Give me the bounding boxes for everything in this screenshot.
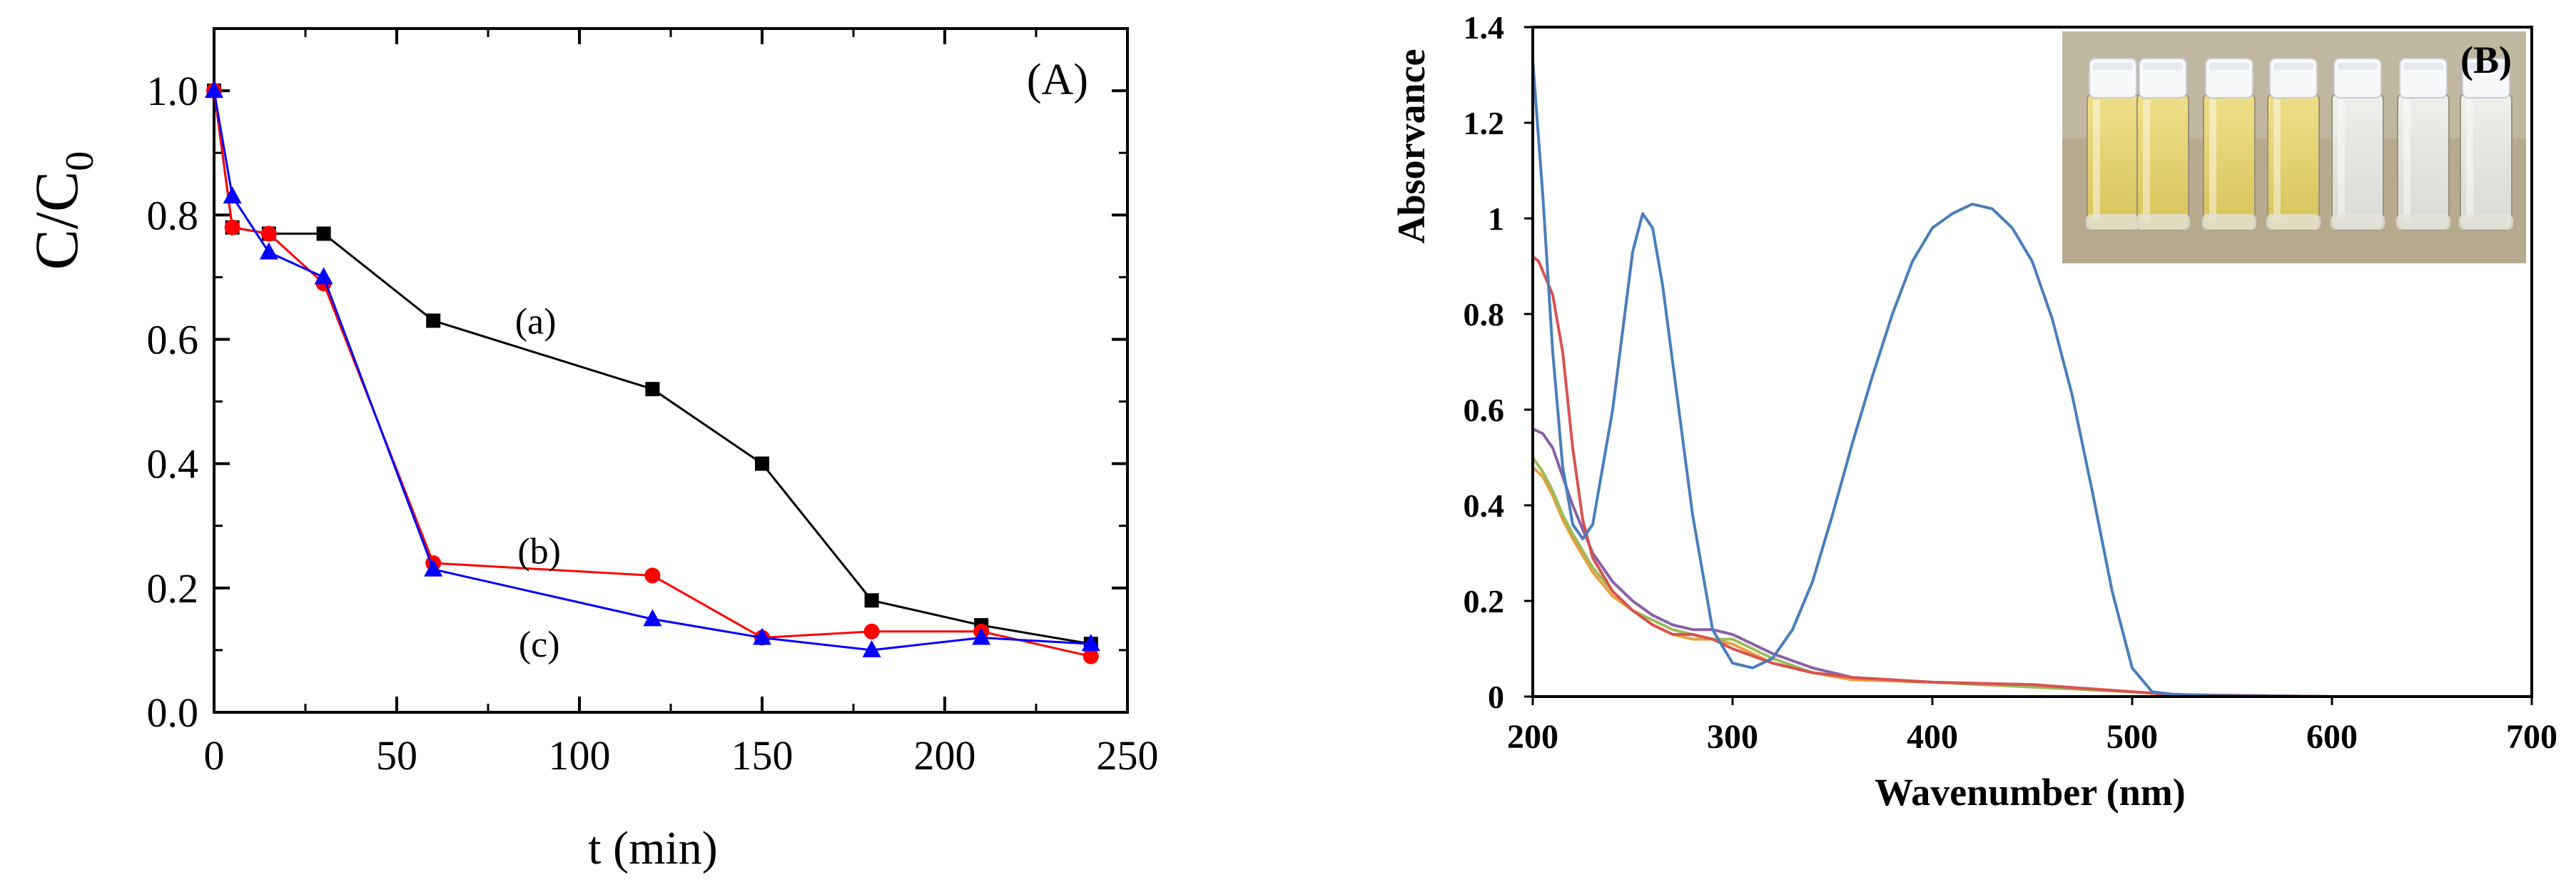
y-tick-label: 0.0 — [147, 689, 199, 736]
data-point-triangle — [972, 627, 991, 645]
x-tick-label: 300 — [1707, 718, 1758, 756]
vial-cap-ridge — [2093, 63, 2133, 70]
x-tick-label: 250 — [1097, 732, 1159, 779]
panel-a-x-axis-title: t (min) — [588, 822, 717, 874]
x-tick-label: 150 — [731, 732, 793, 779]
panel-a-y-ticks: 0.0 0.2 0.4 0.6 0.8 1.0 — [147, 27, 1127, 736]
panel-b-plot-frame — [1531, 26, 2533, 698]
vial-glare — [2338, 100, 2345, 221]
data-point-circle — [260, 226, 277, 242]
x-tick-label: 200 — [1507, 718, 1558, 756]
vial-cap-ridge — [2466, 63, 2506, 70]
series-line-1 — [213, 90, 1092, 658]
x-tick-label: 500 — [2106, 718, 2158, 756]
x-tick-label: 400 — [1907, 718, 1958, 756]
data-point-triangle — [643, 609, 662, 627]
data-point-triangle — [314, 267, 333, 285]
vial-cap-ridge — [2403, 63, 2443, 70]
vial-glare — [2209, 100, 2216, 221]
vial-glare — [2466, 100, 2473, 221]
panel-b-x-ticks: 200 300 400 500 600 700 — [1507, 697, 2557, 756]
vial-glare — [2273, 100, 2281, 221]
y-tick-label: 0.8 — [1464, 296, 1505, 333]
y-tick-label: 0.8 — [147, 192, 199, 238]
series-line-0 — [213, 90, 1092, 645]
vial-base — [2086, 214, 2140, 230]
spectrum-line-green — [1531, 456, 2532, 698]
x-tick-label: 50 — [376, 732, 417, 779]
vial-base — [2459, 214, 2513, 230]
vial-cap-ridge — [2338, 63, 2378, 70]
data-point-circle — [644, 567, 661, 584]
vial-cap-ridge — [2143, 63, 2183, 70]
vial-base — [2136, 214, 2190, 230]
x-tick-label: 100 — [549, 732, 611, 779]
y-tick-label: 0 — [1488, 679, 1504, 715]
vial-base — [2266, 214, 2321, 230]
x-tick-label: 600 — [2306, 718, 2358, 756]
vial-cap-ridge — [2273, 63, 2313, 70]
vial-base — [2202, 214, 2256, 230]
spectrum-line-purple — [1532, 427, 2532, 698]
svg-text:C/C0: C/C0 — [22, 151, 102, 270]
x-tick-label: 200 — [914, 732, 976, 779]
data-point-square — [645, 382, 660, 397]
data-point-square — [316, 226, 331, 241]
data-point-triangle — [862, 639, 881, 657]
vial-glare — [2403, 100, 2410, 221]
y-tick-label: 0.2 — [147, 565, 199, 612]
x-tick-label: 0 — [204, 732, 225, 779]
y-tick-label: 0.2 — [1464, 583, 1505, 620]
data-point-circle — [863, 623, 880, 639]
y-tick-label: 0.6 — [147, 316, 199, 363]
vial-base — [2331, 214, 2385, 230]
data-point-circle — [1082, 648, 1099, 664]
panel-b-series — [1531, 60, 2532, 698]
data-point-square — [755, 456, 769, 471]
data-point-square — [864, 593, 879, 608]
series-label: (a) — [515, 301, 557, 342]
vial-cap-ridge — [2209, 63, 2249, 70]
data-point-triangle — [753, 627, 771, 645]
series-line-2 — [213, 90, 1091, 652]
panel-b-chart: 200 300 400 500 600 700 00.20.40.60.811.21.4 … — [1390, 9, 2557, 814]
y-tick-label: 1.0 — [147, 68, 199, 114]
spectrum-line-blue — [1531, 60, 2532, 698]
data-point-triangle — [1081, 634, 1100, 652]
series-label: (b) — [517, 532, 561, 572]
data-point-triangle — [259, 242, 278, 260]
panel-a-y-axis-title: C/C — [22, 171, 91, 270]
panel-a-plot-frame — [213, 27, 1129, 714]
data-point-triangle — [424, 559, 443, 577]
y-tick-label: 1 — [1488, 201, 1504, 237]
panel-a-label: (A) — [1027, 56, 1088, 104]
data-point-triangle — [205, 81, 223, 98]
spectrum-line-orange — [1531, 465, 2532, 698]
x-tick-label: 700 — [2506, 718, 2557, 756]
y-tick-label: 1.4 — [1464, 9, 1505, 46]
panel-b-label: (B) — [2460, 39, 2512, 81]
panel-b-y-axis-title: Absorvance — [1390, 49, 1433, 244]
panel-a-x-ticks: 0 50 100 150 200 250 — [204, 29, 1159, 779]
panel-a-y-axis-subscript: 0 — [58, 151, 102, 171]
vial-base — [2396, 214, 2450, 230]
data-point-square — [426, 313, 441, 328]
panel-a-chart: 0 50 100 150 200 250 0.0 0.2 0.4 0.6 0.8 1.0 (a) (b… — [22, 27, 1159, 874]
vials-photo-inset — [2062, 31, 2526, 263]
series-label: (c) — [519, 624, 560, 665]
panel-a-series-labels: (a) (b) (c) — [515, 301, 561, 665]
panel-a-series — [205, 81, 1100, 664]
y-tick-label: 0.6 — [1464, 392, 1505, 428]
vial-glare — [2143, 100, 2150, 221]
vial-glare — [2093, 100, 2100, 221]
panel-b-y-ticks: 0 0.2 0.4 0.6 0.8 1 1.2 1.4 — [1464, 9, 1533, 715]
spectrum-line-red — [1531, 256, 2532, 698]
data-point-circle — [224, 219, 240, 236]
y-tick-label: 1.2 — [1464, 105, 1505, 141]
y-tick-label: 0.4 — [1464, 487, 1505, 524]
y-tick-label: 0.4 — [147, 441, 199, 487]
data-point-triangle — [223, 186, 242, 204]
panel-b-x-axis-title: Wavenumber (nm) — [1875, 771, 2186, 814]
